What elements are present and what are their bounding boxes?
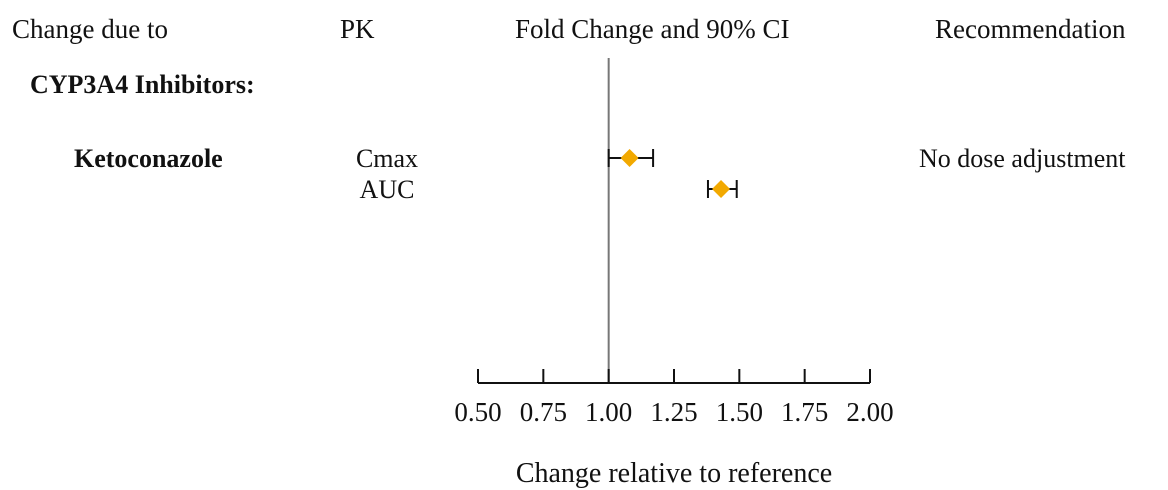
- data-row: AUC: [360, 175, 738, 204]
- header-recommendation: Recommendation: [935, 14, 1126, 44]
- data-row: Cmax: [356, 144, 655, 173]
- estimate-marker: [712, 180, 731, 198]
- group-label: CYP3A4 Inhibitors:: [30, 70, 255, 99]
- x-tick-label: 1.25: [650, 397, 697, 427]
- x-tick-label: 0.50: [454, 397, 501, 427]
- x-axis: 0.50 0.75 1.00 1.25 1.50 1.75 2.00: [454, 369, 894, 427]
- pk-label: Cmax: [356, 144, 418, 173]
- x-axis-title: Change relative to reference: [516, 458, 832, 489]
- x-tick-label: 2.00: [846, 397, 893, 427]
- drug-name: Ketoconazole: [74, 144, 223, 173]
- header-fold-change: Fold Change and 90% CI: [515, 14, 789, 44]
- pk-label: AUC: [360, 175, 415, 204]
- header-change-due-to: Change due to: [12, 14, 168, 44]
- header-pk: PK: [340, 14, 375, 44]
- x-tick-label: 0.75: [520, 397, 567, 427]
- x-tick-label: 1.50: [716, 397, 763, 427]
- drug-recommendation: No dose adjustment: [919, 144, 1126, 173]
- estimate-marker: [620, 149, 639, 167]
- x-tick-label: 1.00: [585, 397, 632, 427]
- x-tick-label: 1.75: [781, 397, 828, 427]
